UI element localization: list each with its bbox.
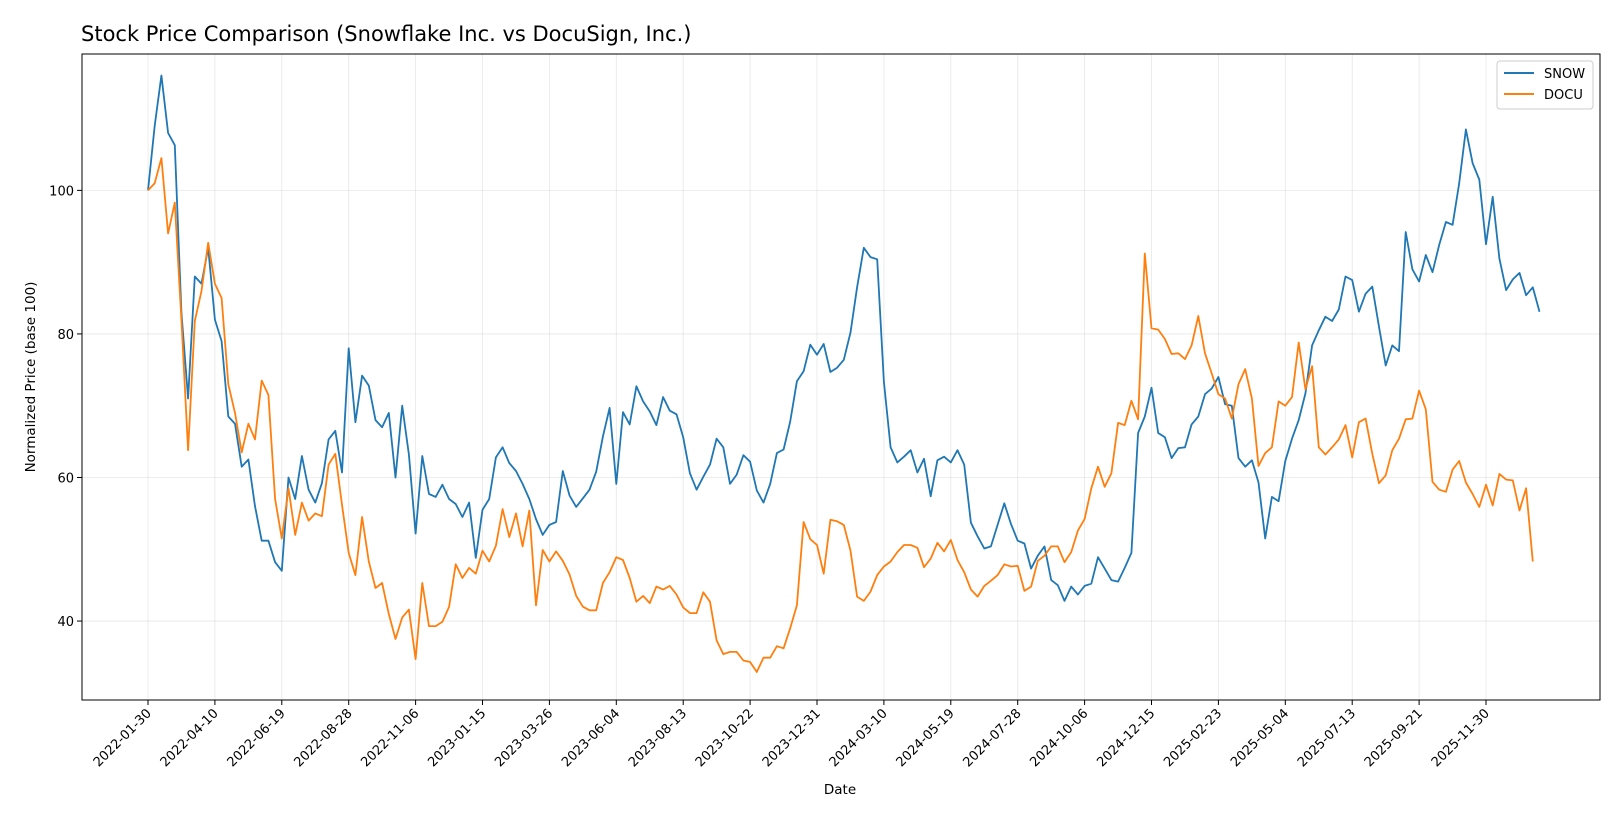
x-tick-label: 2025-07-13: [1295, 706, 1359, 770]
series-layer: [147, 74, 1541, 673]
y-axis-ticks: 40 60 80 100: [49, 184, 82, 630]
x-tick-label: 2024-05-19: [894, 706, 958, 770]
x-axis-ticks: 2022-01-30 2022-04-10 2022-06-19 2022-08-28…: [91, 700, 1493, 770]
series-line-docu: [147, 157, 1534, 673]
x-tick-label: 2025-05-04: [1228, 706, 1292, 770]
grid: [82, 54, 1600, 700]
y-tick-label: 80: [57, 328, 74, 343]
series-line-snow: [147, 74, 1541, 602]
x-tick-label: 2022-01-30: [91, 706, 155, 770]
x-tick-label: 2022-11-06: [358, 706, 422, 770]
x-tick-label: 2023-06-04: [559, 706, 623, 770]
x-tick-label: 2023-01-15: [425, 706, 489, 770]
x-axis-label: Date: [824, 782, 856, 798]
x-tick-label: 2024-03-10: [827, 706, 891, 770]
x-tick-label: 2024-07-28: [960, 706, 1024, 770]
plot-frame: [81, 53, 1601, 701]
y-tick-label: 100: [49, 184, 74, 199]
y-tick-label: 60: [57, 471, 74, 486]
x-tick-label: 2022-04-10: [158, 706, 222, 770]
y-tick-label: 40: [57, 615, 74, 630]
chart-title: Stock Price Comparison (Snowflake Inc. v…: [81, 22, 691, 46]
legend: SNOW DOCU: [1496, 60, 1594, 110]
x-tick-label: 2023-12-31: [760, 706, 824, 770]
x-tick-label: 2024-12-15: [1094, 706, 1158, 770]
legend-label-docu: DOCU: [1544, 88, 1583, 103]
x-tick-label: 2023-08-13: [626, 706, 690, 770]
x-tick-label: 2025-09-21: [1362, 706, 1426, 770]
x-tick-label: 2025-11-30: [1429, 706, 1493, 770]
legend-label-snow: SNOW: [1544, 67, 1585, 82]
x-tick-label: 2023-03-26: [492, 706, 556, 770]
x-tick-label: 2022-06-19: [225, 706, 289, 770]
y-axis-label: Normalized Price (base 100): [23, 282, 39, 473]
x-tick-label: 2024-10-06: [1027, 706, 1091, 770]
x-tick-label: 2023-10-22: [693, 706, 757, 770]
x-tick-label: 2022-08-28: [291, 706, 355, 770]
x-tick-label: 2025-02-23: [1161, 706, 1225, 770]
